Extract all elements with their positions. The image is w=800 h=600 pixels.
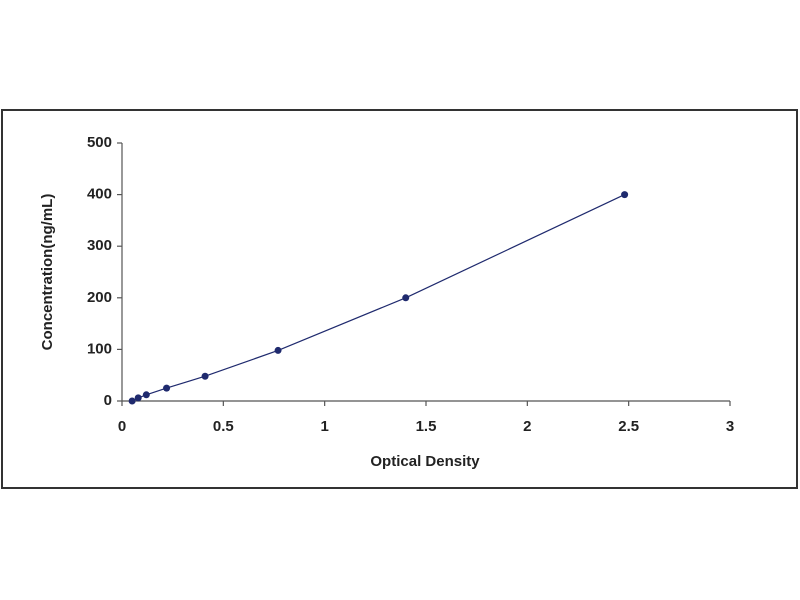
data-point (621, 191, 629, 199)
y-tick-label: 400 (87, 186, 112, 203)
x-tick-label: 2 (523, 418, 531, 435)
y-tick-label: 500 (87, 134, 112, 151)
data-point (274, 346, 282, 354)
data-point (402, 294, 410, 302)
x-tick-label: 1 (320, 418, 328, 435)
x-axis-label: Optical Density (370, 453, 480, 470)
data-point (128, 397, 136, 405)
data-point (142, 391, 150, 399)
x-tick-label: 2.5 (618, 418, 639, 435)
data-point (134, 394, 142, 402)
x-tick-label: 1.5 (416, 418, 437, 435)
y-tick-label: 200 (87, 289, 112, 306)
x-tick-label: 0 (118, 418, 126, 435)
x-tick-label: 0.5 (213, 418, 234, 435)
y-tick-label: 0 (104, 392, 112, 409)
y-tick-label: 100 (87, 340, 112, 357)
x-tick-label: 3 (726, 418, 734, 435)
chart-frame (1, 109, 798, 489)
data-point (163, 384, 171, 392)
y-tick-label: 300 (87, 237, 112, 254)
data-point (201, 372, 209, 380)
y-axis-label: Concentration(ng/mL) (39, 194, 56, 351)
